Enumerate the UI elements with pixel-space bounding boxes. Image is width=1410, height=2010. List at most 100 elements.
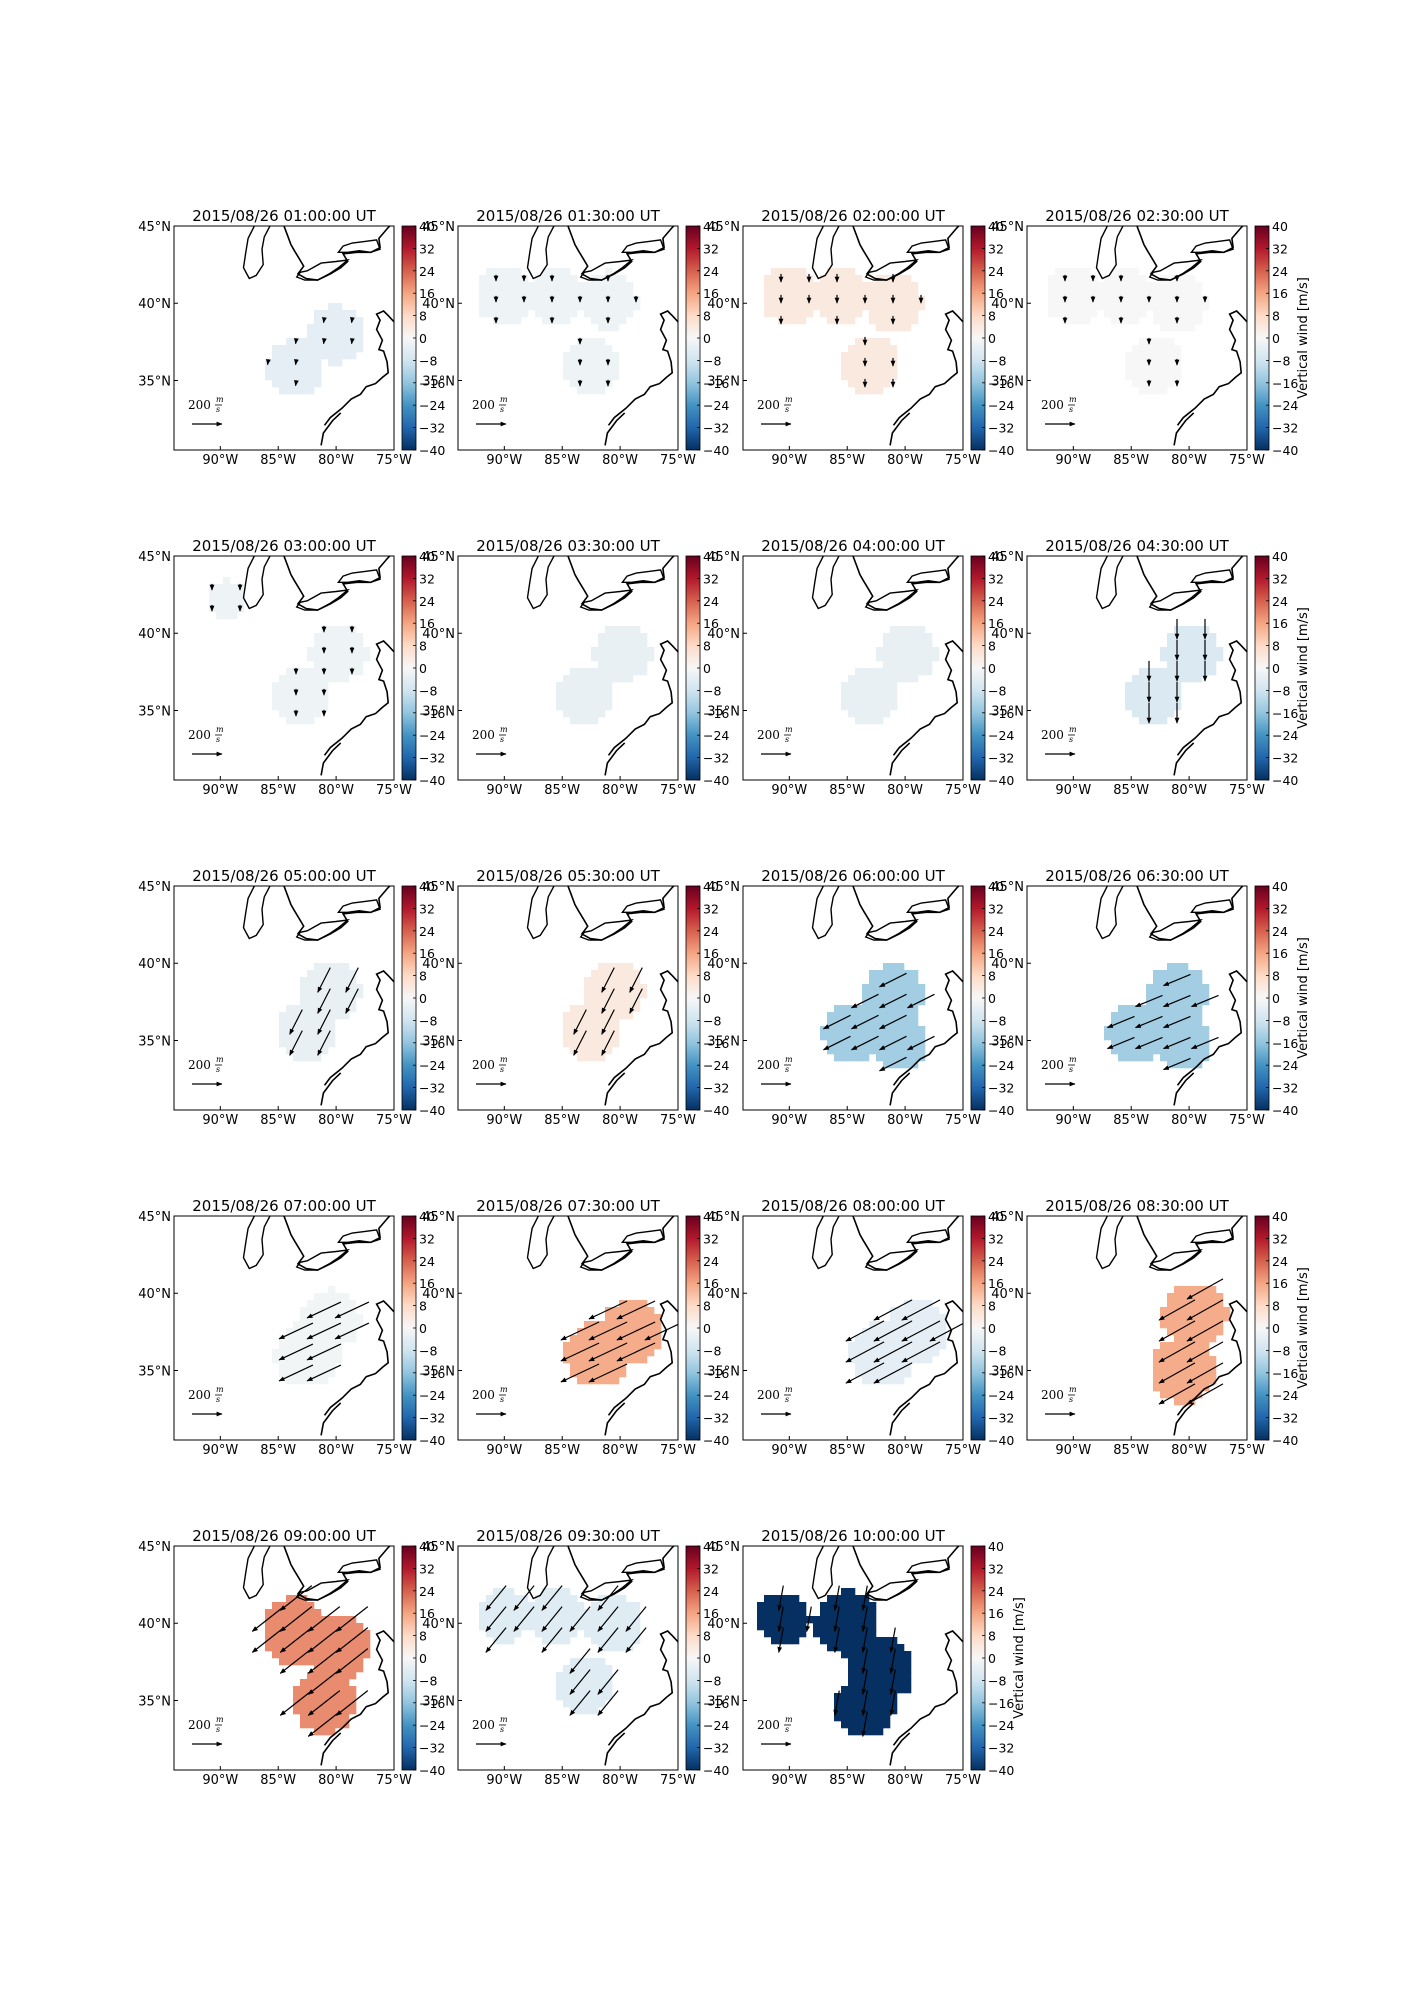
wind-cell [827,1623,835,1631]
wind-cell [1125,352,1133,360]
wind-cell [890,1356,898,1364]
wind-cell [855,1721,863,1729]
wind-cell [1167,640,1175,648]
wind-cell [1209,1356,1217,1364]
wind-cell [1125,268,1133,276]
scale-unit-den: s [785,1725,789,1734]
wind-cell [869,1012,877,1020]
wind-cell [1167,1012,1175,1020]
wind-cell [841,1644,849,1652]
wind-cell [535,1602,543,1610]
wind-cell [300,1356,308,1364]
lon-tick-label: 80°W [887,1113,923,1128]
wind-cell [1195,675,1203,683]
wind-cell [335,977,343,985]
wind-cell [771,289,779,297]
wind-cell [577,359,585,367]
wind-cell [876,689,884,697]
wind-cell [314,654,322,662]
wind-cell [293,1609,301,1617]
colorbar-tick-label: 32 [988,1561,1004,1576]
wind-cell [876,1651,884,1659]
wind-cell [279,1630,287,1638]
wind-cell [1188,275,1196,283]
wind-cell [300,991,308,999]
colorbar-tick-label: −8 [1272,1013,1290,1028]
wind-cell [1153,1026,1161,1034]
wind-vector [845,1341,885,1363]
wind-cell [869,1686,877,1694]
lon-tick-label: 75°W [660,1113,696,1128]
wind-cell [1125,1047,1133,1055]
wind-cell [1202,661,1210,669]
wind-cell [633,668,641,676]
wind-cell [897,640,905,648]
colorbar-tick-label: −16 [1272,1036,1298,1051]
wind-cell [286,1370,294,1378]
wind-cell [1111,310,1119,318]
wind-vector [601,988,615,1014]
wind-cell [535,303,543,311]
wind-cell [584,710,592,718]
wind-cell [1055,282,1063,290]
wind-cell [855,703,863,711]
wind-cell [598,647,606,655]
wind-cell [890,1637,898,1645]
wind-cell [834,303,842,311]
wind-cell [1132,1005,1140,1013]
wind-cell [1181,1293,1189,1301]
lake-outline [1095,1216,1124,1270]
wind-cell [876,1721,884,1729]
map-frame [457,885,679,1111]
wind-cell [1202,1040,1210,1048]
wind-cell [342,1651,350,1659]
lon-tick-label: 90°W [202,1773,238,1788]
lon-tick-label: 75°W [660,1773,696,1788]
colorbar-tick-label: −16 [419,376,445,391]
wind-cell [605,696,613,704]
colorbar-tick-label: −8 [1272,353,1290,368]
wind-cell [286,696,294,704]
wind-cell [855,1047,863,1055]
lon-tick-label: 90°W [486,783,522,798]
wind-cell [904,1686,912,1694]
wind-vector [1106,1036,1135,1050]
wind-cell [314,689,322,697]
wind-cell [1195,1005,1203,1013]
coastline [607,1630,678,1746]
wind-cell [237,591,245,599]
wind-cell [1118,1005,1126,1013]
wind-cell [605,1679,613,1687]
wind-cell [570,1700,578,1708]
wind-cell [321,991,329,999]
wind-cell [500,1602,508,1610]
wind-cell [640,661,648,669]
wind-cell [883,1026,891,1034]
lake-outline [864,588,920,611]
wind-cell [1174,963,1182,971]
lon-tick-label: 80°W [887,783,923,798]
colorbar-tick-label: −32 [703,421,729,436]
lon-tick-label: 85°W [260,783,296,798]
wind-cell [785,317,793,325]
wind-vector [1186,1362,1224,1384]
wind-cell [1160,310,1168,318]
wind-cell [904,324,912,332]
wind-cell [335,675,343,683]
wind-cell [1146,1040,1154,1048]
wind-cell [883,1700,891,1708]
wind-cell [911,675,919,683]
wind-cell [328,317,336,325]
lon-tick-label: 80°W [602,453,638,468]
lat-tick-label: 35°N [422,1034,455,1049]
colorbar-tick-label: 16 [988,1276,1004,1291]
wind-cell [876,1012,884,1020]
wind-cell [321,310,329,318]
wind-cell [890,626,898,634]
wind-cell [307,1040,315,1048]
wind-cell [577,373,585,381]
colorbar-tick-label: −16 [988,1366,1014,1381]
colorbar-tick-label: −40 [419,443,445,458]
coastline [889,1732,911,1766]
